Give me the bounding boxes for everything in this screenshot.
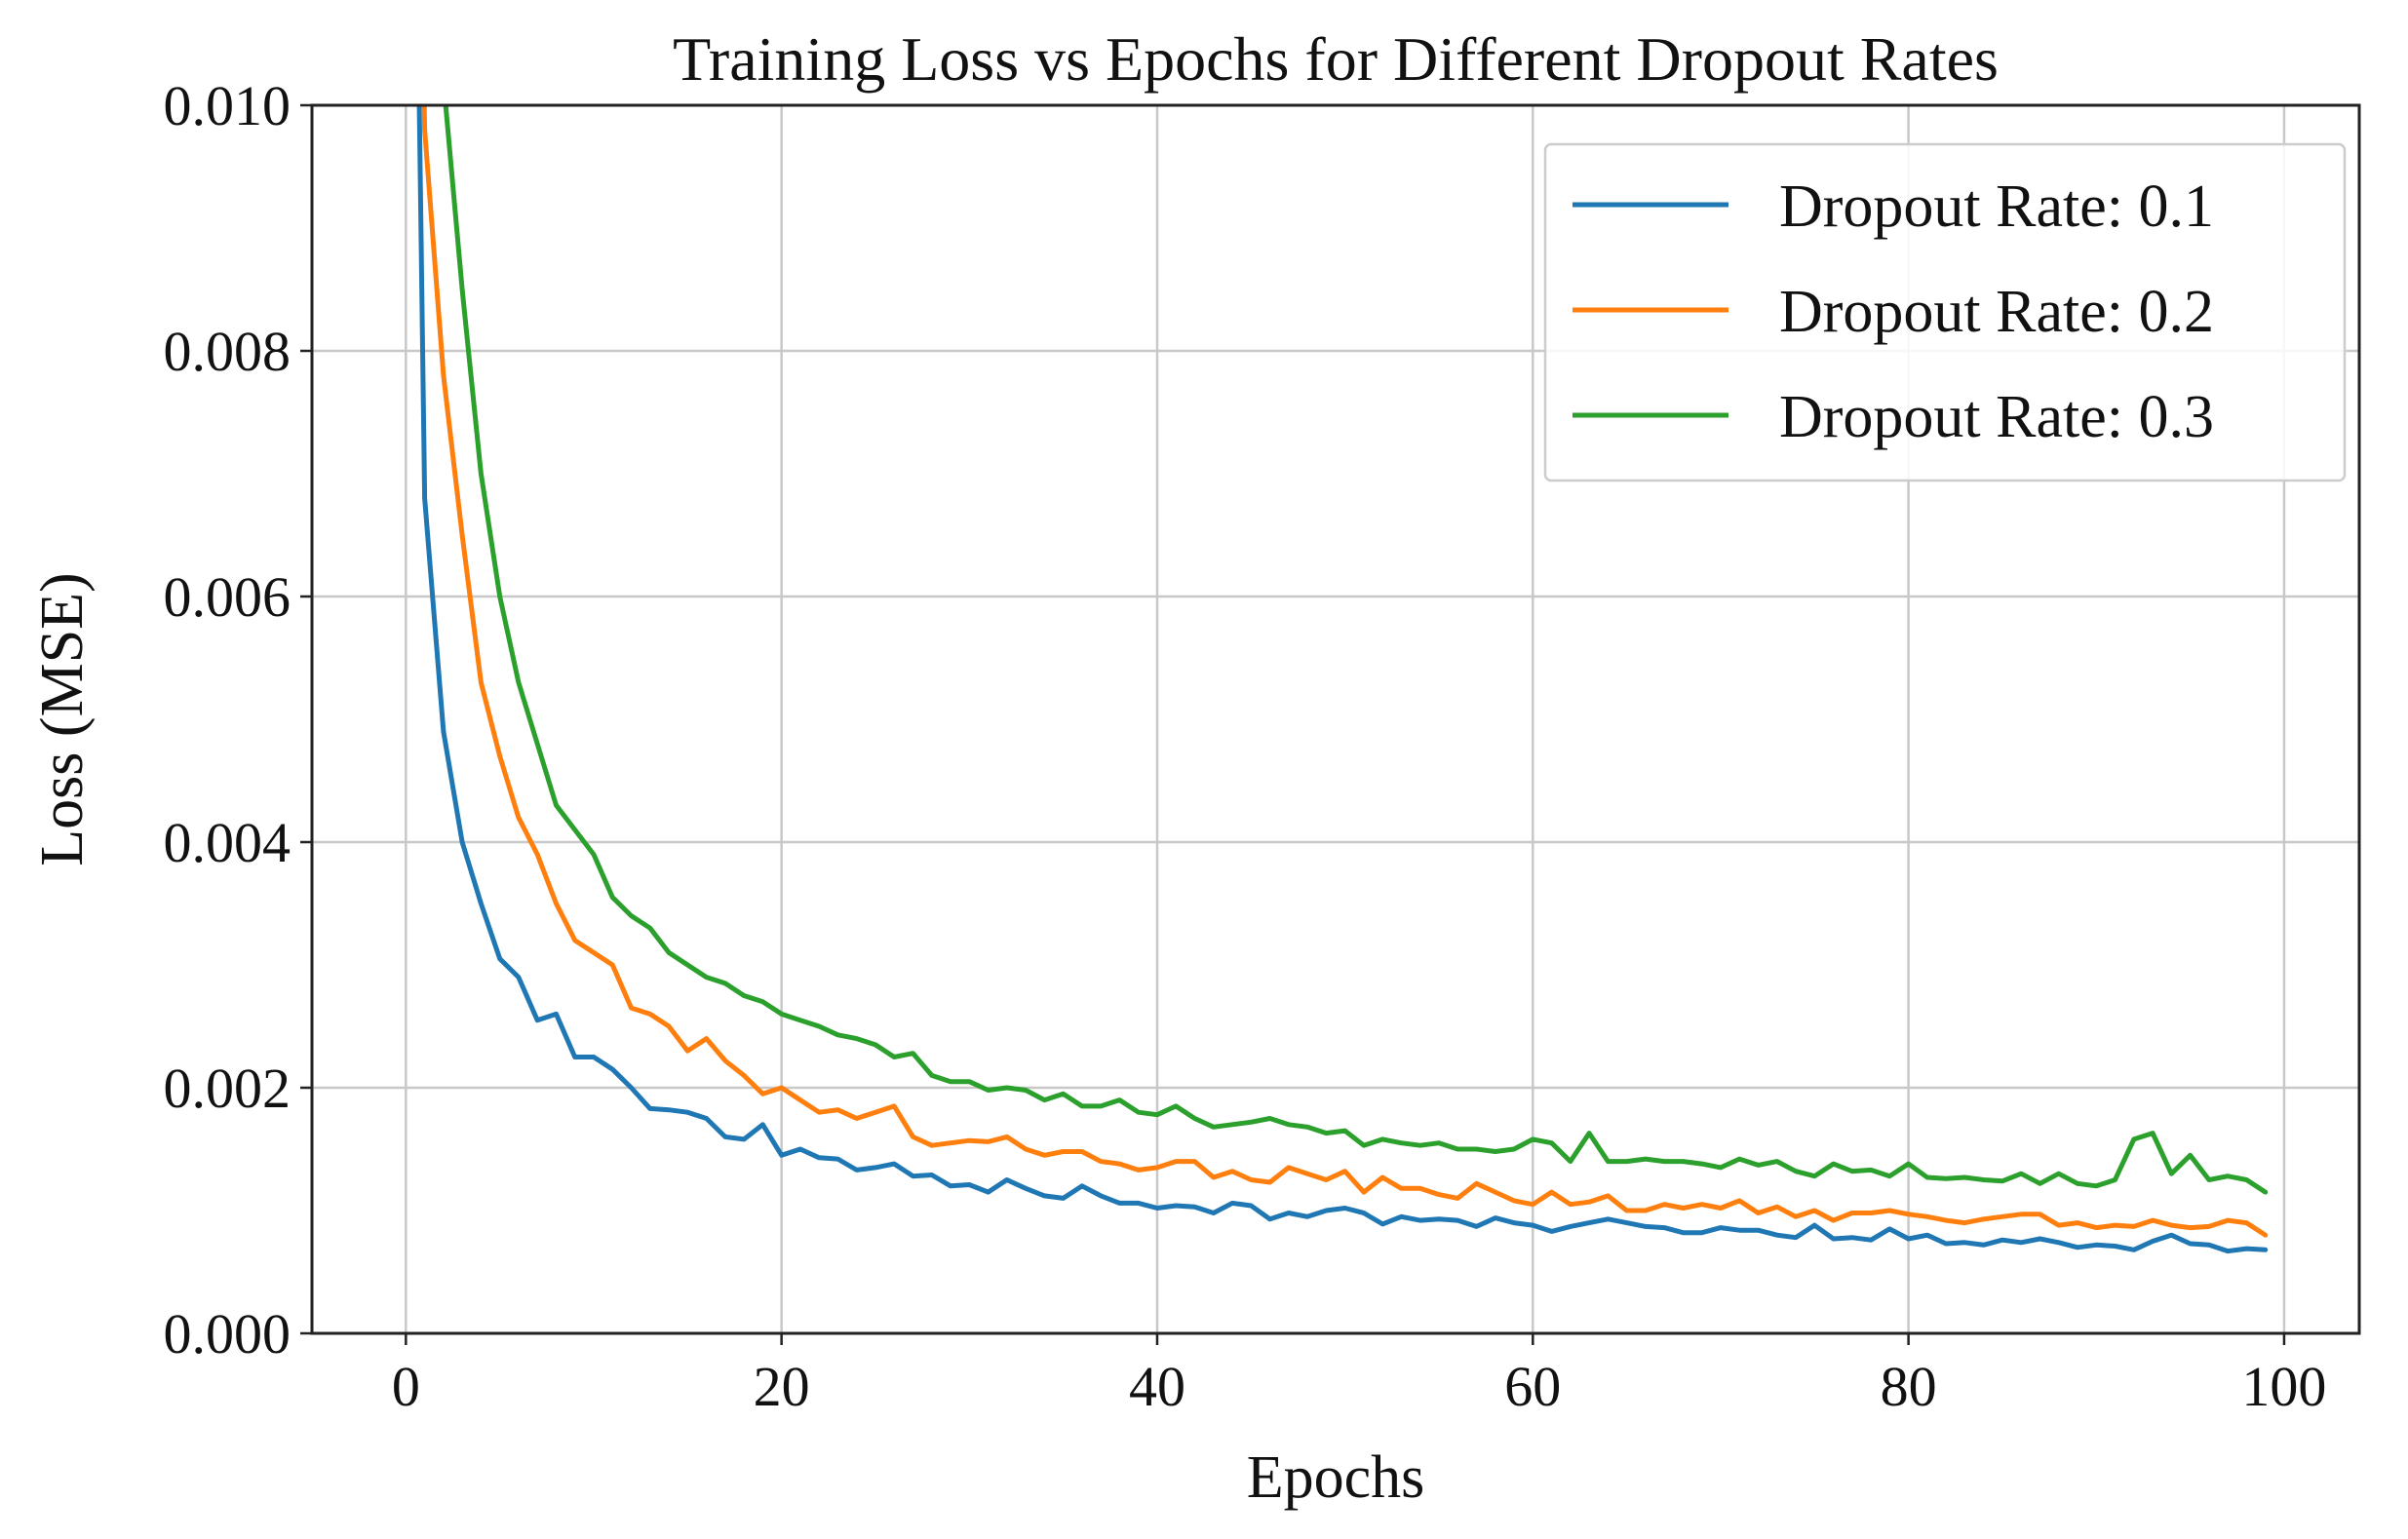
legend: Dropout Rate: 0.1 Dropout Rate: 0.2 Dropou…: [1543, 142, 2347, 482]
y-tick-label: 0.002: [164, 1057, 291, 1120]
x-axis-label: Epochs: [1247, 1444, 1425, 1511]
legend-label: Dropout Rate: 0.1: [1779, 173, 2214, 240]
y-tick-label: 0.010: [164, 74, 291, 137]
legend-label: Dropout Rate: 0.3: [1779, 384, 2214, 450]
axis-ticks: 0 20 40 60 80 100 0.000 0.002 0.004 0.006 0.008 0.0…: [164, 74, 2327, 1418]
legend-box: [1543, 142, 2347, 482]
y-axis-label: Loss (MSE): [29, 572, 96, 866]
y-tick-label: 0.000: [164, 1302, 291, 1366]
series-line-dropout-1: [416, 105, 2269, 1254]
y-tick-label: 0.006: [164, 565, 291, 629]
plot-frame: [310, 103, 2361, 1335]
y-tick-label: 0.004: [164, 811, 291, 874]
x-tick-label: 80: [1881, 1355, 1937, 1418]
series-line-dropout-2: [421, 105, 2269, 1238]
legend-label: Dropout Rate: 0.2: [1779, 279, 2214, 345]
x-tick-label: 20: [754, 1355, 810, 1418]
x-tick-label: 0: [392, 1355, 420, 1418]
x-tick-label: 40: [1129, 1355, 1185, 1418]
x-tick-label: 100: [2241, 1355, 2326, 1418]
series-group: [416, 105, 2269, 1254]
x-tick-label: 60: [1504, 1355, 1561, 1418]
series-line-dropout-3: [443, 105, 2269, 1195]
chart-title: Training Loss vs Epochs for Different Dr…: [673, 24, 1999, 94]
y-tick-label: 0.008: [164, 320, 291, 383]
